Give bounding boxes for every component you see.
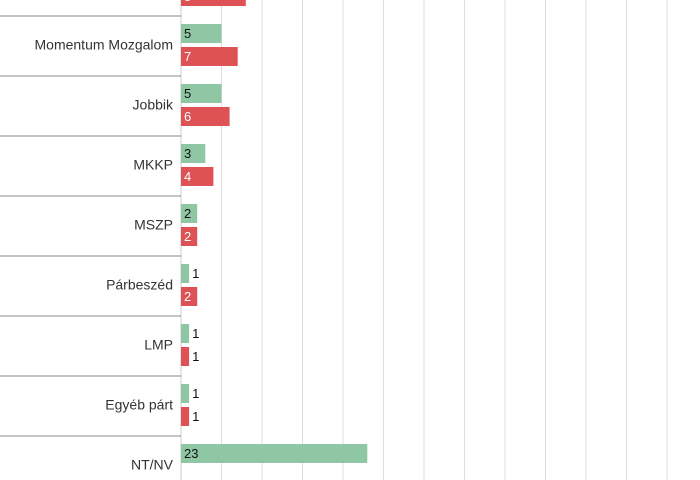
data-label: 8 [184, 0, 191, 4]
data-label: 1 [192, 409, 199, 424]
bar-series-b [181, 227, 198, 246]
category-label: Egyéb párt [105, 397, 173, 413]
bar-series-b [181, 347, 190, 366]
category-label: Jobbik [133, 97, 174, 113]
bar-series-b [181, 287, 198, 306]
data-label: 5 [184, 86, 191, 101]
bar-series-a [181, 84, 222, 103]
bar-series-a [181, 24, 222, 43]
category-label: NT/NV [131, 457, 174, 473]
row-separators [0, 15, 181, 437]
data-label: 6 [184, 109, 191, 124]
category-label: MKKP [133, 157, 173, 173]
bar-series-b [181, 407, 190, 426]
bar-series-b [181, 0, 246, 6]
category-label: MSZP [134, 217, 173, 233]
data-label: 2 [184, 206, 191, 221]
bar-series-a [181, 144, 206, 163]
data-label: 23 [184, 446, 198, 461]
grid-lines [180, 0, 668, 480]
data-label: 4 [184, 169, 191, 184]
data-label: 1 [192, 349, 199, 364]
bar-series-b [181, 47, 238, 66]
bar-series-a [181, 384, 190, 403]
bar-series-a [181, 444, 368, 463]
category-label: Párbeszéd [106, 277, 173, 293]
bars [181, 0, 368, 463]
bar-series-b [181, 107, 230, 126]
data-label: 1 [192, 386, 199, 401]
category-label: Momentum Mozgalom [35, 37, 174, 53]
data-label: 1 [192, 266, 199, 281]
data-label: 2 [184, 229, 191, 244]
data-label: 7 [184, 49, 191, 64]
data-label: 1 [192, 326, 199, 341]
bar-series-b [181, 167, 214, 186]
data-label: 2 [184, 289, 191, 304]
bar-series-a [181, 204, 198, 223]
bar-series-a [181, 264, 190, 283]
category-label: LMP [144, 337, 173, 353]
data-label: 3 [184, 146, 191, 161]
labels: 8 Momentum Mozgalom 5 7 Jobbik 5 6 MKKP 3 4 MSZP 2 2… [35, 0, 200, 473]
data-label: 5 [184, 26, 191, 41]
bar-series-a [181, 324, 190, 343]
